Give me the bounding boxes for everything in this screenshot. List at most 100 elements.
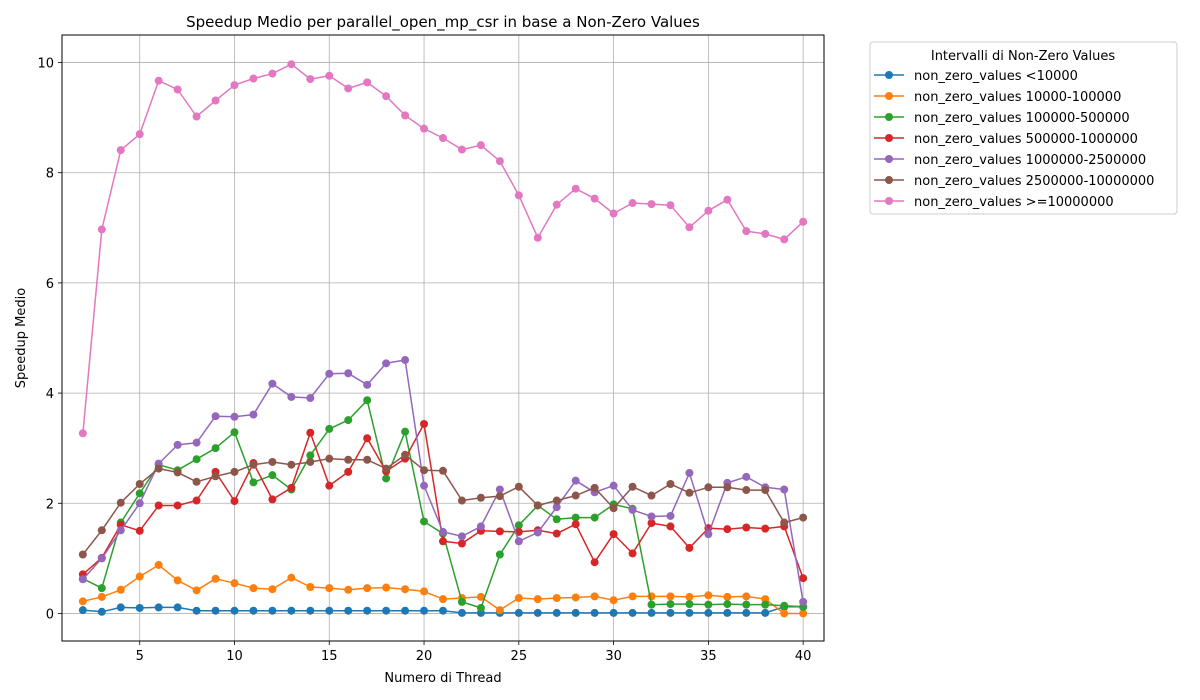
data-point: [685, 543, 694, 552]
data-point: [704, 608, 713, 617]
data-point: [287, 606, 296, 615]
data-point: [306, 394, 315, 403]
data-point: [401, 356, 410, 365]
data-point: [135, 130, 144, 139]
x-axis-label: Numero di Thread: [384, 671, 501, 686]
x-tick-label: 25: [511, 649, 528, 664]
data-point: [647, 600, 656, 609]
data-point: [173, 501, 182, 510]
legend-item: non_zero_values >=10000000: [874, 195, 1114, 210]
data-point: [116, 603, 125, 612]
data-point: [401, 585, 410, 594]
data-point: [287, 460, 296, 469]
data-point: [230, 579, 239, 588]
data-point: [173, 440, 182, 449]
data-point: [268, 585, 277, 594]
data-point: [325, 71, 334, 80]
data-point: [495, 550, 504, 559]
data-point: [590, 194, 599, 203]
data-point: [97, 554, 106, 563]
data-point: [685, 600, 694, 609]
data-point: [325, 584, 334, 593]
data-point: [590, 592, 599, 601]
data-point: [420, 419, 429, 428]
data-point: [495, 485, 504, 494]
data-point: [609, 504, 618, 513]
data-point: [476, 522, 485, 531]
data-point: [514, 608, 523, 617]
data-point: [439, 537, 447, 546]
legend-item: non_zero_values 10000-100000: [874, 90, 1121, 105]
data-point: [628, 592, 637, 601]
data-point: [344, 606, 353, 615]
data-point: [552, 200, 561, 209]
x-tick-label: 40: [795, 649, 812, 664]
data-point: [306, 75, 315, 84]
data-point: [173, 603, 182, 612]
data-point: [325, 424, 334, 433]
data-point: [249, 584, 258, 593]
data-point: [211, 412, 220, 421]
legend-item: non_zero_values 500000-1000000: [874, 132, 1138, 147]
data-point: [552, 503, 561, 512]
data-point: [230, 412, 239, 421]
data-point: [514, 537, 523, 546]
data-point: [382, 474, 391, 483]
data-point: [780, 235, 789, 244]
data-point: [230, 497, 239, 506]
data-point: [780, 609, 789, 618]
data-point: [211, 574, 220, 583]
data-point: [344, 455, 353, 464]
data-point: [382, 583, 391, 592]
data-point: [135, 479, 144, 488]
data-point: [97, 592, 106, 601]
data-point: [439, 527, 447, 536]
data-point: [533, 595, 542, 604]
x-tick-label: 35: [700, 649, 717, 664]
data-point: [476, 141, 485, 150]
data-point: [154, 501, 163, 510]
data-point: [420, 466, 429, 475]
data-point: [363, 396, 372, 405]
data-point: [382, 606, 391, 615]
data-point: [590, 558, 599, 567]
data-point: [249, 478, 258, 487]
legend-box: [869, 41, 1178, 215]
x-tick-label: 5: [136, 649, 144, 664]
data-point: [268, 457, 277, 466]
data-point: [742, 472, 751, 481]
data-point: [97, 584, 106, 593]
data-point: [211, 472, 220, 481]
data-point: [666, 592, 675, 601]
y-tick-label: 2: [46, 497, 54, 512]
data-point: [571, 520, 580, 529]
data-point: [571, 184, 580, 193]
data-point: [647, 608, 656, 617]
data-point: [495, 527, 504, 536]
data-point: [609, 481, 618, 490]
legend-label: non_zero_values 1000000-2500000: [914, 153, 1146, 168]
data-point: [363, 78, 372, 87]
data-point: [192, 455, 201, 464]
data-point: [420, 587, 429, 596]
data-point: [230, 606, 239, 615]
data-point: [780, 518, 789, 527]
data-point: [628, 199, 637, 208]
data-point: [742, 523, 751, 532]
data-point: [590, 513, 599, 522]
data-point: [135, 499, 144, 508]
legend-item: non_zero_values 2500000-10000000: [874, 174, 1154, 189]
data-point: [249, 460, 258, 469]
data-point: [116, 498, 125, 507]
legend: Intervalli di Non-Zero Values non_zero_v…: [869, 41, 1178, 215]
data-point: [590, 483, 599, 492]
legend-swatch-marker: [885, 176, 893, 184]
data-point: [780, 485, 789, 494]
data-point: [211, 606, 220, 615]
y-tick-label: 10: [37, 57, 54, 72]
data-point: [647, 512, 656, 521]
data-point: [704, 530, 713, 539]
data-point: [287, 573, 296, 582]
data-point: [552, 496, 561, 505]
